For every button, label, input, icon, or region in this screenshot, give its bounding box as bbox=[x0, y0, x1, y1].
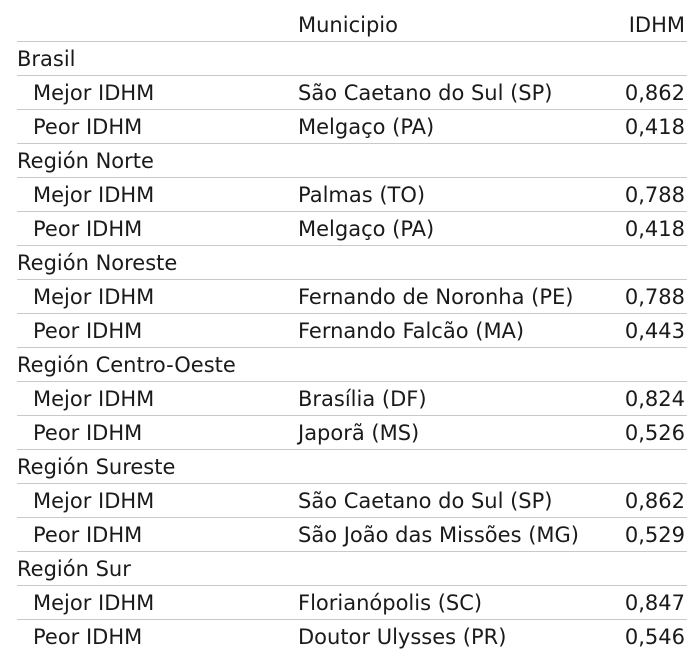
table-row: Peor IDHM Fernando Falcão (MA) 0,443 bbox=[17, 314, 687, 348]
region-row: Región Norte bbox=[17, 144, 687, 178]
idhm-cell: 0,862 bbox=[624, 81, 685, 105]
row-label: Mejor IDHM bbox=[33, 489, 155, 513]
row-label: Peor IDHM bbox=[33, 319, 143, 343]
table-row: Peor IDHM Doutor Ulysses (PR) 0,546 bbox=[17, 620, 687, 654]
region-row: Región Sur bbox=[17, 552, 687, 586]
row-label: Peor IDHM bbox=[33, 625, 143, 649]
region-row: Región Noreste bbox=[17, 246, 687, 280]
idhm-cell: 0,418 bbox=[624, 217, 685, 241]
column-header-municipio: Municipio bbox=[298, 13, 398, 37]
idhm-cell: 0,529 bbox=[624, 523, 685, 547]
municipio-cell: Fernando de Noronha (PE) bbox=[298, 285, 574, 309]
row-label: Peor IDHM bbox=[33, 523, 143, 547]
region-label: Región Sureste bbox=[17, 455, 176, 479]
table-row: Peor IDHM Japorã (MS) 0,526 bbox=[17, 416, 687, 450]
municipio-cell: Palmas (TO) bbox=[298, 183, 426, 207]
row-label: Mejor IDHM bbox=[33, 591, 155, 615]
row-label: Mejor IDHM bbox=[33, 81, 155, 105]
municipio-cell: Japorã (MS) bbox=[298, 421, 420, 445]
table-row: Mejor IDHM Palmas (TO) 0,788 bbox=[17, 178, 687, 212]
row-label: Peor IDHM bbox=[33, 421, 143, 445]
municipio-cell: Fernando Falcão (MA) bbox=[298, 319, 525, 343]
idhm-cell: 0,862 bbox=[624, 489, 685, 513]
municipio-cell: Melgaço (PA) bbox=[298, 115, 435, 139]
region-label: Región Norte bbox=[17, 149, 154, 173]
table-header-row: Municipio IDHM bbox=[17, 8, 687, 42]
idhm-cell: 0,443 bbox=[624, 319, 685, 343]
row-label: Mejor IDHM bbox=[33, 183, 155, 207]
row-label: Peor IDHM bbox=[33, 217, 143, 241]
idhm-cell: 0,418 bbox=[624, 115, 685, 139]
row-label: Peor IDHM bbox=[33, 115, 143, 139]
municipio-cell: Brasília (DF) bbox=[298, 387, 427, 411]
region-label: Región Centro-Oeste bbox=[17, 353, 236, 377]
idhm-cell: 0,824 bbox=[624, 387, 685, 411]
table-row: Peor IDHM Melgaço (PA) 0,418 bbox=[17, 212, 687, 246]
region-label: Brasil bbox=[17, 47, 76, 71]
row-label: Mejor IDHM bbox=[33, 387, 155, 411]
municipio-cell: Florianópolis (SC) bbox=[298, 591, 483, 615]
table-row: Peor IDHM Melgaço (PA) 0,418 bbox=[17, 110, 687, 144]
idhm-cell: 0,847 bbox=[624, 591, 685, 615]
municipio-cell: São João das Missões (MG) bbox=[298, 523, 579, 547]
table-row: Peor IDHM São João das Missões (MG) 0,52… bbox=[17, 518, 687, 552]
region-row: Región Sureste bbox=[17, 450, 687, 484]
column-header-idhm: IDHM bbox=[628, 13, 685, 37]
municipio-cell: São Caetano do Sul (SP) bbox=[298, 489, 553, 513]
table-row: Mejor IDHM Brasília (DF) 0,824 bbox=[17, 382, 687, 416]
row-label: Mejor IDHM bbox=[33, 285, 155, 309]
municipio-cell: São Caetano do Sul (SP) bbox=[298, 81, 553, 105]
table-row: Mejor IDHM São Caetano do Sul (SP) 0,862 bbox=[17, 76, 687, 110]
idhm-cell: 0,546 bbox=[624, 625, 685, 649]
idhm-cell: 0,788 bbox=[624, 183, 685, 207]
region-row: Brasil bbox=[17, 42, 687, 76]
region-label: Región Sur bbox=[17, 557, 131, 581]
idhm-cell: 0,788 bbox=[624, 285, 685, 309]
region-label: Región Noreste bbox=[17, 251, 178, 275]
table-row: Mejor IDHM Florianópolis (SC) 0,847 bbox=[17, 586, 687, 620]
municipio-cell: Doutor Ulysses (PR) bbox=[298, 625, 507, 649]
idhm-table: Municipio IDHM Brasil Mejor IDHM São Cae… bbox=[17, 8, 687, 654]
idhm-cell: 0,526 bbox=[624, 421, 685, 445]
municipio-cell: Melgaço (PA) bbox=[298, 217, 435, 241]
table-row: Mejor IDHM Fernando de Noronha (PE) 0,78… bbox=[17, 280, 687, 314]
region-row: Región Centro-Oeste bbox=[17, 348, 687, 382]
table-row: Mejor IDHM São Caetano do Sul (SP) 0,862 bbox=[17, 484, 687, 518]
